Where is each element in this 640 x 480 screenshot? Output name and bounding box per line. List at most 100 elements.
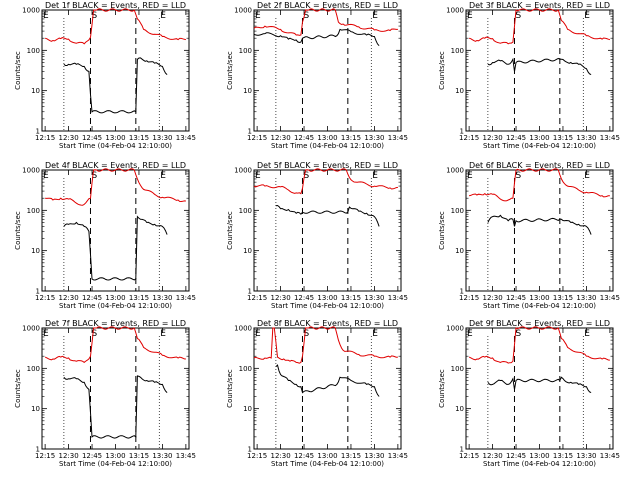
event-mark: E — [255, 329, 261, 339]
event-mark: S — [303, 11, 309, 21]
x-tick-label: 12:15 — [459, 134, 479, 142]
x-tick-label: 13:15 — [341, 452, 361, 460]
event-mark: E — [43, 329, 49, 339]
y-tick-label: 100 — [239, 207, 252, 215]
detector-panel-6: Det 6f BLACK = Events, RED = LLD 1 10 100 10… — [438, 161, 620, 310]
y-tick-label: 1 — [248, 446, 252, 454]
event-mark: S — [515, 11, 521, 21]
event-mark: E — [255, 11, 261, 21]
y-axis-label: Counts/sec — [14, 369, 22, 408]
event-mark: E — [43, 11, 49, 21]
y-tick-label: 100 — [239, 365, 252, 373]
x-tick-label: 13:00 — [317, 134, 337, 142]
panel-title: Det 4f BLACK = Events, RED = LLD — [45, 161, 186, 170]
x-tick-label: 12:45 — [506, 134, 526, 142]
panel-title: Det 3f BLACK = Events, RED = LLD — [469, 1, 610, 10]
panel-title: Det 9f BLACK = Events, RED = LLD — [469, 319, 610, 328]
y-tick-label: 1000 — [234, 167, 252, 175]
x-tick-label: 13:30 — [576, 134, 596, 142]
series-line-lld — [44, 326, 186, 364]
x-axis-label: Start Time (04-Feb-04 12:10:00) — [483, 302, 596, 310]
detector-panel-7: Det 7f BLACK = Events, RED = LLD 1 10 100 10… — [14, 319, 196, 468]
series-line-lld — [45, 168, 186, 206]
event-mark: E — [584, 171, 590, 181]
x-axis-label: Start Time (04-Feb-04 12:10:00) — [483, 142, 596, 150]
series-line-events — [253, 28, 380, 47]
x-axis-label: Start Time (04-Feb-04 12:10:00) — [59, 460, 172, 468]
event-mark: E — [255, 171, 261, 181]
y-tick-label: 1 — [36, 446, 40, 454]
series-line-events — [63, 57, 168, 114]
y-tick-label: 1 — [36, 128, 40, 136]
x-tick-label: 12:15 — [247, 294, 267, 302]
x-tick-label: 12:30 — [482, 294, 502, 302]
y-tick-label: 1000 — [446, 7, 464, 15]
event-mark: S — [515, 171, 521, 181]
series-line-events — [63, 375, 168, 439]
series-line-events — [275, 364, 380, 397]
series-line-events — [487, 376, 592, 394]
y-tick-label: 1 — [460, 128, 464, 136]
event-mark: S — [91, 329, 97, 339]
x-tick-label: 13:00 — [529, 294, 549, 302]
x-tick-label: 12:45 — [506, 294, 526, 302]
detector-panel-5: Det 5f BLACK = Events, RED = LLD 1 10 100 10… — [226, 161, 408, 310]
event-mark: E — [372, 11, 378, 21]
x-tick-label: 13:30 — [364, 452, 384, 460]
x-tick-label: 13:00 — [317, 294, 337, 302]
series-line-lld — [253, 168, 398, 195]
x-tick-label: 13:15 — [129, 134, 149, 142]
y-axis-label: Counts/sec — [14, 51, 22, 90]
series-line-lld — [253, 8, 398, 36]
y-tick-label: 100 — [451, 207, 464, 215]
panel-title: Det 7f BLACK = Events, RED = LLD — [45, 319, 186, 328]
y-axis-label: Counts/sec — [226, 369, 234, 408]
y-tick-label: 100 — [27, 207, 40, 215]
x-tick-label: 12:45 — [294, 452, 314, 460]
panel-title: Det 6f BLACK = Events, RED = LLD — [469, 161, 610, 170]
y-axis-label: Counts/sec — [14, 211, 22, 250]
detector-panel-1: Det 1f BLACK = Events, RED = LLD 1 10 100 10… — [14, 1, 196, 150]
x-tick-label: 13:45 — [600, 134, 620, 142]
y-tick-label: 100 — [451, 47, 464, 55]
x-tick-label: 12:15 — [35, 294, 55, 302]
x-tick-label: 13:00 — [317, 452, 337, 460]
x-tick-label: 13:45 — [388, 294, 408, 302]
y-axis-label: Counts/sec — [226, 211, 234, 250]
y-tick-label: 100 — [27, 47, 40, 55]
panel-title: Det 1f BLACK = Events, RED = LLD — [45, 1, 186, 10]
y-tick-label: 10 — [243, 405, 252, 413]
x-tick-label: 12:45 — [82, 294, 102, 302]
y-tick-label: 100 — [27, 365, 40, 373]
detector-panel-4: Det 4f BLACK = Events, RED = LLD 1 10 100 10… — [14, 161, 196, 310]
x-tick-label: 12:30 — [58, 452, 78, 460]
x-tick-label: 13:30 — [152, 134, 172, 142]
y-axis-label: Counts/sec — [438, 211, 446, 250]
event-mark: E — [467, 329, 473, 339]
panel-title: Det 8f BLACK = Events, RED = LLD — [257, 319, 398, 328]
y-tick-label: 10 — [243, 87, 252, 95]
event-mark: S — [91, 11, 97, 21]
event-mark: E — [584, 329, 590, 339]
x-tick-label: 13:15 — [129, 294, 149, 302]
x-tick-label: 12:15 — [459, 294, 479, 302]
y-tick-label: 100 — [239, 47, 252, 55]
y-tick-label: 10 — [455, 87, 464, 95]
y-tick-label: 10 — [455, 405, 464, 413]
y-tick-label: 1 — [36, 288, 40, 296]
x-tick-label: 13:00 — [105, 452, 125, 460]
panel-title: Det 2f BLACK = Events, RED = LLD — [257, 1, 398, 10]
x-tick-label: 13:45 — [600, 452, 620, 460]
series-line-lld — [469, 168, 610, 202]
x-axis-label: Start Time (04-Feb-04 12:10:00) — [271, 460, 384, 468]
y-tick-label: 10 — [31, 87, 40, 95]
series-line-events — [487, 57, 592, 76]
event-mark: E — [372, 329, 378, 339]
x-tick-label: 12:30 — [482, 452, 502, 460]
x-tick-label: 12:15 — [459, 452, 479, 460]
x-axis-label: Start Time (04-Feb-04 12:10:00) — [271, 142, 384, 150]
event-mark: S — [303, 329, 309, 339]
event-mark: S — [515, 329, 521, 339]
y-axis-label: Counts/sec — [438, 51, 446, 90]
